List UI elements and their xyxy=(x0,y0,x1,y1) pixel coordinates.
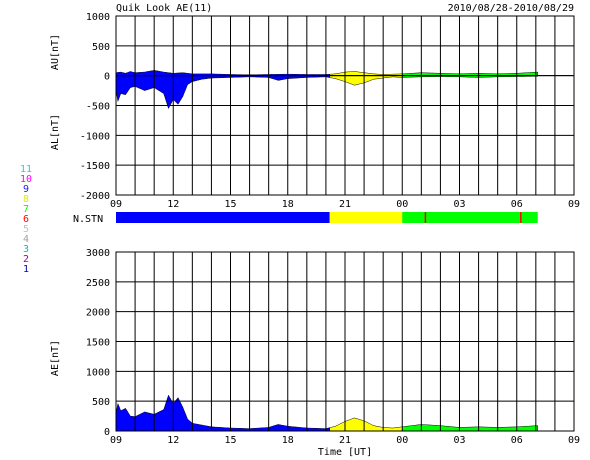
ae-x-tick-label: 09 xyxy=(110,435,122,446)
ae-x-tick-label: 06 xyxy=(511,435,523,446)
ae-x-tick-label: 21 xyxy=(339,435,351,446)
au-al-x-ticks: 09 12 15 18 21 00 03 06 09 xyxy=(110,199,580,210)
station-count-9: 9 xyxy=(23,184,29,195)
au-al-x-tick-label: 06 xyxy=(511,199,523,210)
au-axis-label: AU[nT] xyxy=(50,34,61,70)
station-bar-blue xyxy=(116,212,330,223)
station-count-5: 5 xyxy=(23,224,29,235)
station-count-6: 6 xyxy=(23,214,29,225)
au-al-x-tick-label: 21 xyxy=(339,199,351,210)
station-bar-marker xyxy=(424,212,427,223)
au-fill-blue xyxy=(115,70,330,76)
au-al-y-tick-label: 500 xyxy=(92,42,110,53)
station-count-2: 2 xyxy=(23,254,29,265)
ae-y-tick-label: 0 xyxy=(104,427,110,438)
ae-fill-green xyxy=(402,424,538,432)
ae-y-ticks: 3000 2500 2000 1500 1000 500 0 xyxy=(86,248,110,438)
ae-grid xyxy=(115,251,575,432)
ae-y-tick-label: 3000 xyxy=(86,248,110,259)
ae-y-tick-label: 1000 xyxy=(86,367,110,378)
ae-x-tick-label: 09 xyxy=(568,435,580,446)
station-count-7: 7 xyxy=(23,204,29,215)
ae-x-tick-label: 00 xyxy=(396,435,408,446)
ae-fills xyxy=(115,394,538,432)
au-al-y-tick-label: 0 xyxy=(104,72,110,83)
station-bar xyxy=(116,212,538,223)
ae-y-tick-label: 2500 xyxy=(86,278,110,289)
au-al-panel: 1000 500 0 -500 -1000 -1500 -2000 09 12 15 18 21 00… xyxy=(50,12,580,210)
al-axis-label: AL[nT] xyxy=(50,114,61,150)
al-fill-blue xyxy=(115,75,330,110)
station-count-4: 4 xyxy=(23,234,29,245)
date-range: 2010/08/28-2010/08/29 xyxy=(448,3,574,14)
ae-x-tick-label: 12 xyxy=(167,435,179,446)
ae-x-ticks: 09 12 15 18 21 00 03 06 09 xyxy=(110,435,580,446)
station-count-10: 10 xyxy=(20,174,32,185)
station-count-8: 8 xyxy=(23,194,29,205)
au-fill-yellow xyxy=(329,71,403,76)
al-fill-yellow xyxy=(329,75,403,86)
au-al-y-tick-label: -2000 xyxy=(80,191,110,202)
ae-x-tick-label: 15 xyxy=(224,435,236,446)
au-al-y-tick-label: 1000 xyxy=(86,12,110,23)
ae-axis-label: AE[nT] xyxy=(50,340,61,376)
x-axis-label: Time [UT] xyxy=(318,447,372,458)
au-al-y-tick-label: -500 xyxy=(86,102,110,113)
station-count-11: 11 xyxy=(20,164,32,175)
ae-x-tick-label: 03 xyxy=(453,435,465,446)
station-bar-green xyxy=(402,212,538,223)
au-al-x-tick-label: 03 xyxy=(453,199,465,210)
au-al-x-tick-label: 00 xyxy=(396,199,408,210)
au-al-y-tick-label: -1000 xyxy=(80,131,110,142)
ae-y-tick-label: 500 xyxy=(92,397,110,408)
au-al-x-tick-label: 18 xyxy=(282,199,294,210)
plot-frame xyxy=(115,15,575,196)
ae-fill-blue xyxy=(115,394,330,432)
au-al-y-tick-label: -1500 xyxy=(80,161,110,172)
chart-title: Quik Look AE(11) xyxy=(116,3,212,14)
station-count-1: 1 xyxy=(23,264,29,275)
ae-y-tick-label: 1500 xyxy=(86,338,110,349)
station-bar-label: N.STN xyxy=(73,214,103,225)
au-al-x-tick-label: 09 xyxy=(568,199,580,210)
au-al-x-tick-label: 09 xyxy=(110,199,122,210)
au-al-grid xyxy=(115,15,575,196)
au-al-x-tick-label: 12 xyxy=(167,199,179,210)
station-bar-yellow xyxy=(329,212,403,223)
station-bar-panel: N.STN xyxy=(73,212,538,225)
plot-frame xyxy=(115,251,575,432)
au-fill-green xyxy=(402,71,538,76)
ae-y-tick-label: 2000 xyxy=(86,308,110,319)
station-count-3: 3 xyxy=(23,244,29,255)
au-al-y-ticks: 1000 500 0 -500 -1000 -1500 -2000 xyxy=(80,12,110,202)
station-bar-marker xyxy=(520,212,522,223)
ae-x-tick-label: 18 xyxy=(282,435,294,446)
ae-fill-yellow xyxy=(329,417,403,432)
au-al-x-tick-label: 15 xyxy=(224,199,236,210)
